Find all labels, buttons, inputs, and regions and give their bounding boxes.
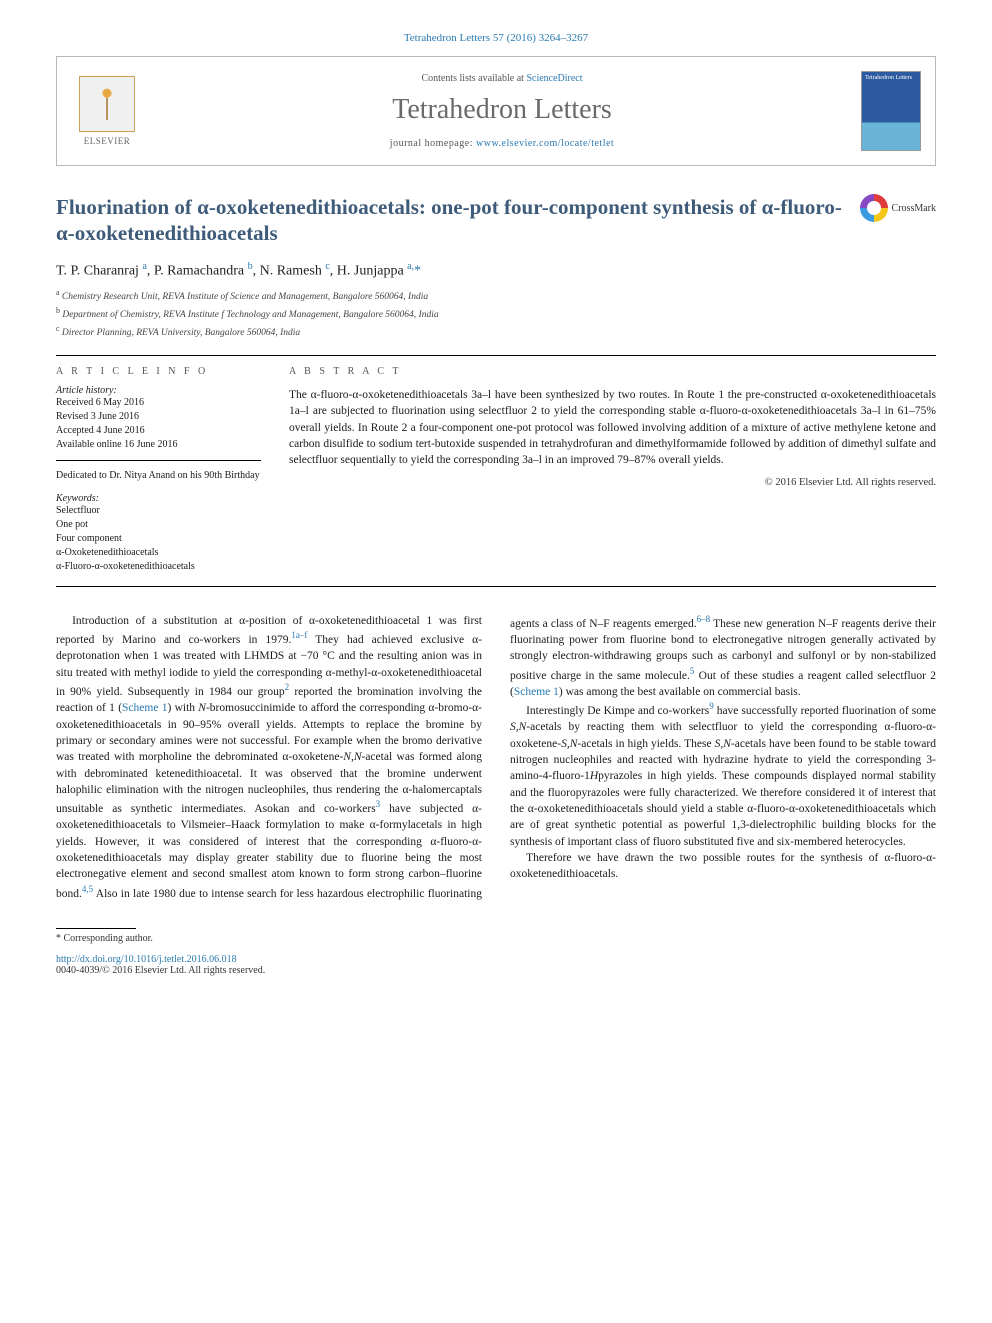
affiliation-a: a Chemistry Research Unit, REVA Institut… (56, 287, 936, 305)
elsevier-logo[interactable]: ELSEVIER (71, 71, 143, 151)
bottom-rule (56, 586, 936, 587)
article-title: Fluorination of α-oxoketenedithioacetals… (56, 194, 848, 247)
body-paragraph-3: Therefore we have drawn the two possible… (510, 850, 936, 883)
elsevier-wordmark: ELSEVIER (84, 136, 131, 146)
history-revised: Revised 3 June 2016 (56, 410, 261, 424)
keyword: α-Fluoro-α-oxoketenedithioacetals (56, 560, 261, 574)
keywords-label: Keywords: (56, 493, 261, 504)
abstract-column: A B S T R A C T The α-fluoro-α-oxoketene… (289, 366, 936, 574)
abstract-copyright: © 2016 Elsevier Ltd. All rights reserved… (289, 477, 936, 488)
page-footer: * Corresponding author. http://dx.doi.or… (56, 928, 936, 976)
affiliation-b: b Department of Chemistry, REVA Institut… (56, 305, 936, 323)
keyword: Four component (56, 532, 261, 546)
footnote-rule (56, 928, 136, 929)
citation-line: Tetrahedron Letters 57 (2016) 3264–3267 (56, 32, 936, 44)
journal-homepage-link[interactable]: www.elsevier.com/locate/tetlet (476, 138, 614, 149)
history-received: Received 6 May 2016 (56, 396, 261, 410)
history-accepted: Accepted 4 June 2016 (56, 424, 261, 438)
abstract-heading: A B S T R A C T (289, 366, 936, 377)
crossmark-label: CrossMark (892, 203, 936, 214)
keyword: α-Oxoketenedithioacetals (56, 546, 261, 560)
crossmark-widget[interactable]: CrossMark (860, 194, 936, 222)
crossmark-icon (860, 194, 888, 222)
footer-rights: 0040-4039/© 2016 Elsevier Ltd. All right… (56, 965, 936, 976)
contents-available-line: Contents lists available at ScienceDirec… (143, 73, 861, 84)
keyword: Selectfluor (56, 504, 261, 518)
body-paragraph-2: Interestingly De Kimpe and co-workers9 h… (510, 700, 936, 850)
corresponding-author-footnote: * Corresponding author. (56, 933, 936, 944)
journal-name: Tetrahedron Letters (143, 94, 861, 126)
author-list: T. P. Charanraj a, P. Ramachandra b, N. … (56, 261, 936, 280)
dedication: Dedicated to Dr. Nitya Anand on his 90th… (56, 469, 261, 483)
body-text: Introduction of a substitution at α-posi… (56, 613, 936, 902)
affiliation-c: c Director Planning, REVA University, Ba… (56, 323, 936, 341)
article-info-column: A R T I C L E I N F O Article history: R… (56, 366, 261, 574)
sciencedirect-link[interactable]: ScienceDirect (526, 73, 582, 84)
affiliations: a Chemistry Research Unit, REVA Institut… (56, 287, 936, 341)
elsevier-tree-icon (79, 76, 135, 132)
journal-cover-thumbnail[interactable]: Tetrahedron Letters (861, 71, 921, 151)
article-info-heading: A R T I C L E I N F O (56, 366, 261, 377)
journal-header: ELSEVIER Contents lists available at Sci… (56, 56, 936, 166)
history-label: Article history: (56, 385, 261, 396)
doi-link[interactable]: http://dx.doi.org/10.1016/j.tetlet.2016.… (56, 954, 237, 965)
journal-homepage-line: journal homepage: www.elsevier.com/locat… (143, 138, 861, 149)
abstract-text: The α-fluoro-α-oxoketenedithioacetals 3a… (289, 387, 936, 469)
history-online: Available online 16 June 2016 (56, 438, 261, 452)
keyword: One pot (56, 518, 261, 532)
